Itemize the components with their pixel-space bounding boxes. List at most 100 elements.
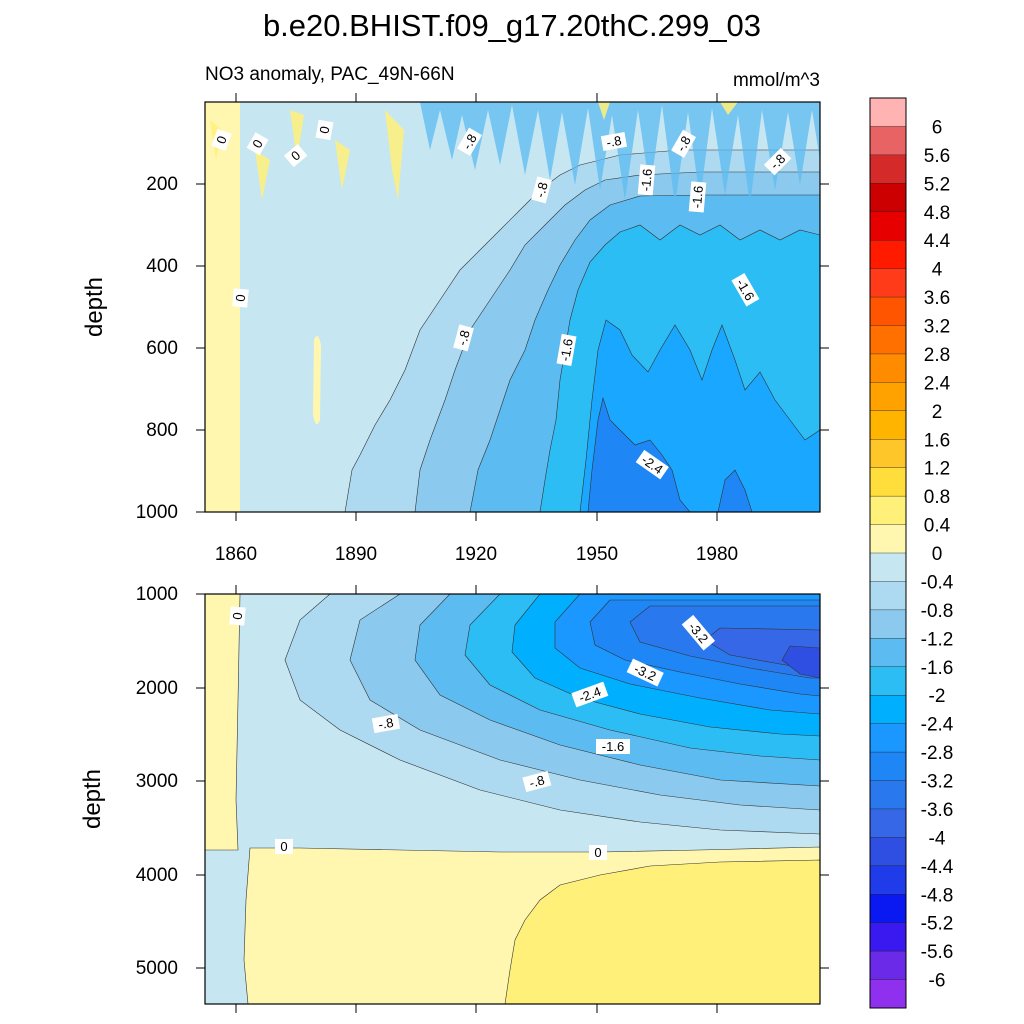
upper-panel-field (205, 102, 820, 512)
lower-y-axis-label: depth (79, 769, 106, 829)
colorbar-swatch (869, 950, 907, 981)
lower-y-tick: 3000 (136, 771, 178, 792)
lower-ticks (196, 585, 829, 1013)
upper-y-tick: 400 (146, 256, 178, 277)
contour-label: -1.6 (688, 181, 707, 213)
field-lower-p04 (504, 859, 820, 1004)
colorbar-label: 5.2 (924, 174, 950, 195)
colorbar-swatch (869, 581, 907, 611)
colorbar-label: 1.6 (924, 430, 950, 451)
colorbar-swatch (869, 183, 907, 213)
colorbar-label: -0.8 (921, 601, 954, 622)
svg-text:-1.6: -1.6 (689, 185, 706, 209)
contour-label: -2.4 (571, 681, 609, 708)
colorbar-swatch (869, 467, 907, 497)
upper-y-axis-label: depth (81, 277, 108, 337)
colorbar-swatch (869, 325, 907, 355)
colorbar-swatch (869, 723, 907, 753)
lower-y-tick: 2000 (136, 678, 178, 699)
svg-text:-.8: -.8 (459, 131, 480, 152)
svg-text:-1.6: -1.6 (602, 739, 624, 754)
colorbar-swatch (869, 495, 907, 526)
colorbar-label: 0.4 (924, 516, 951, 537)
svg-text:-.8: -.8 (377, 715, 395, 732)
upper-y-tick: 800 (146, 420, 178, 441)
field-upper-surface-noise (420, 102, 820, 205)
svg-text:0: 0 (230, 612, 246, 621)
colorbar-swatch (869, 780, 907, 810)
colorbar-swatch (869, 894, 907, 924)
field-upper-m24 (587, 396, 753, 512)
svg-text:0: 0 (233, 294, 249, 303)
colorbar-swatch (869, 154, 907, 184)
upper-y-tick: 200 (146, 174, 178, 195)
contour-label: -.8 (522, 770, 552, 793)
lower-y-tick: 1000 (136, 584, 178, 605)
contour-label: 0 (211, 128, 232, 151)
colorbar-swatch (869, 865, 907, 895)
colorbar-swatch (869, 353, 907, 383)
field-upper-surface-yellow (210, 102, 738, 200)
colorbar-swatch (869, 410, 907, 440)
lower-y-tick: 4000 (136, 865, 178, 886)
field-lower-zero-left (205, 594, 241, 851)
colorbar-swatch (869, 552, 907, 582)
colorbar-swatch (869, 666, 907, 696)
colorbar-label: -3.6 (921, 800, 954, 821)
colorbar-swatch (869, 97, 907, 127)
lower-contour-labels: 0 -3.2 -3.2 -2.4 -.8 -1.6 -.8 0 0 (229, 606, 716, 860)
contour-label: 0 (246, 132, 269, 156)
contour-label: -.8 (371, 713, 401, 734)
colorbar: 6 5.6 5.2 4.8 4.4 4 3.6 3.2 2.8 2.4 2 1.6 1.2 0.8 0.4 0… (869, 97, 954, 1009)
upper-ticks (196, 93, 829, 521)
colorbar-label: 2.8 (924, 345, 950, 366)
contour-label: 0 (315, 119, 334, 141)
svg-text:-1.6: -1.6 (638, 168, 655, 192)
colorbar-swatch (869, 296, 907, 326)
upper-y-tick: 600 (146, 338, 178, 359)
svg-text:-1.6: -1.6 (557, 338, 576, 363)
contour-label: 0 (589, 845, 607, 860)
colorbar-swatch (869, 439, 907, 469)
svg-text:-2.4: -2.4 (577, 684, 603, 706)
colorbar-label: 4.8 (924, 203, 950, 224)
contour-label: -.8 (453, 324, 474, 352)
colorbar-swatch (869, 638, 907, 668)
colorbar-label: 3.6 (924, 288, 950, 309)
colorbar-swatch (869, 126, 907, 156)
chart-title: b.e20.BHIST.f09_g17.20thC.299_03 (263, 8, 761, 43)
contour-label: -.8 (600, 132, 628, 151)
svg-text:-.8: -.8 (454, 329, 472, 348)
colorbar-swatch (869, 694, 907, 725)
colorbar-swatch (869, 268, 907, 298)
contour-label: 0 (232, 288, 249, 308)
colorbar-label: -6 (929, 971, 946, 992)
colorbar-label: 4.4 (924, 231, 951, 252)
subtitle-left: NO3 anomaly, PAC_49N-66N (205, 64, 455, 85)
colorbar-swatch (869, 609, 907, 639)
lower-panel-frame (204, 593, 821, 1005)
colorbar-swatch (869, 382, 907, 412)
contour-label: -1.6 (556, 333, 577, 366)
x-tick: 1980 (696, 544, 738, 565)
field-upper-zero-blob (313, 336, 321, 424)
colorbar-label: -5.6 (921, 942, 954, 963)
colorbar-label: -0.4 (921, 572, 954, 593)
svg-text:0: 0 (213, 134, 230, 146)
colorbar-label: 6 (932, 117, 943, 138)
colorbar-label: -4.8 (921, 885, 954, 906)
contour-label: -1.6 (596, 739, 630, 754)
colorbar-swatch (869, 211, 907, 241)
upper-y-tick: 1000 (136, 502, 178, 523)
colorbar-swatch (869, 751, 907, 781)
colorbar-frame (869, 97, 907, 1009)
svg-text:0: 0 (316, 125, 332, 135)
units-label: mmol/m^3 (733, 70, 820, 91)
colorbar-label: -2.8 (921, 743, 954, 764)
x-tick: 1860 (215, 544, 257, 565)
svg-text:-.8: -.8 (532, 181, 550, 200)
lower-y-tick: 5000 (136, 958, 178, 979)
colorbar-label: 2 (932, 402, 943, 423)
colorbar-label: 4 (932, 260, 943, 281)
colorbar-swatch (869, 239, 907, 270)
